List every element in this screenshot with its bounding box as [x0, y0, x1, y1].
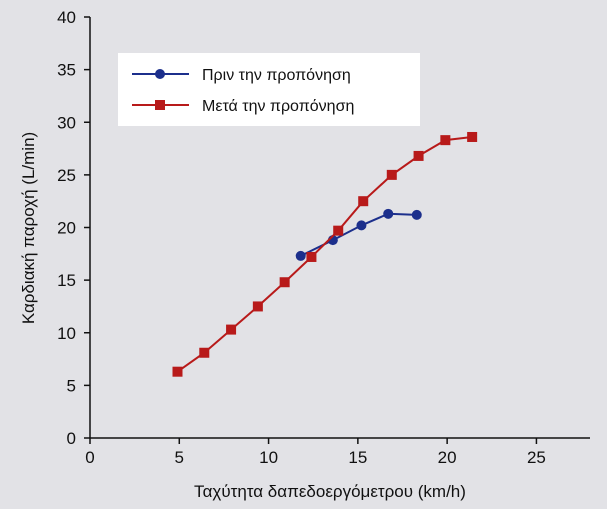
data-point [252, 301, 263, 312]
series-2 [172, 131, 478, 377]
x-axis-title: Ταχύτητα δαπεδοεργόμετρου (km/h) [194, 482, 466, 501]
y-tick-label: 10 [57, 324, 76, 343]
x-tick-label: 20 [438, 448, 457, 467]
y-tick-label: 35 [57, 61, 76, 80]
data-point [333, 225, 344, 236]
legend-marker-after [155, 100, 165, 110]
data-point [440, 135, 451, 146]
legend-label-after: Μετά την προπόνηση [202, 98, 354, 115]
x-tick-label: 5 [175, 448, 184, 467]
data-point [358, 196, 369, 207]
legend-box [118, 53, 420, 126]
legend-marker-before [155, 69, 165, 79]
data-point [467, 131, 478, 142]
data-point [295, 250, 306, 261]
data-point [172, 366, 183, 377]
data-point [199, 347, 210, 358]
y-tick-label: 20 [57, 219, 76, 238]
data-point [279, 277, 290, 288]
data-point [411, 209, 422, 220]
x-tick-label: 10 [259, 448, 278, 467]
data-point [383, 208, 394, 219]
y-tick-label: 5 [67, 376, 76, 395]
y-tick-label: 25 [57, 166, 76, 185]
legend-label-before: Πριν την προπόνηση [202, 67, 351, 84]
x-tick-label: 25 [527, 448, 546, 467]
data-point [226, 324, 237, 335]
series-layer [172, 131, 478, 377]
x-tick-label: 15 [348, 448, 367, 467]
y-tick-label: 30 [57, 113, 76, 132]
y-tick-label: 15 [57, 271, 76, 290]
y-axis-title: Καρδιακή παροχή (L/min) [19, 132, 38, 324]
y-tick-label: 40 [57, 8, 76, 27]
data-point [386, 169, 397, 180]
y-tick-label: 0 [67, 429, 76, 448]
data-point [356, 220, 367, 231]
axis-ticks: 0 5 10 15 20 25 30 35 40 0 5 10 15 20 25 [57, 8, 546, 467]
data-point [306, 251, 317, 262]
data-point [413, 150, 424, 161]
legend: Πριν την προπόνηση Μετά την προπόνηση [118, 53, 420, 126]
x-tick-label: 0 [85, 448, 94, 467]
